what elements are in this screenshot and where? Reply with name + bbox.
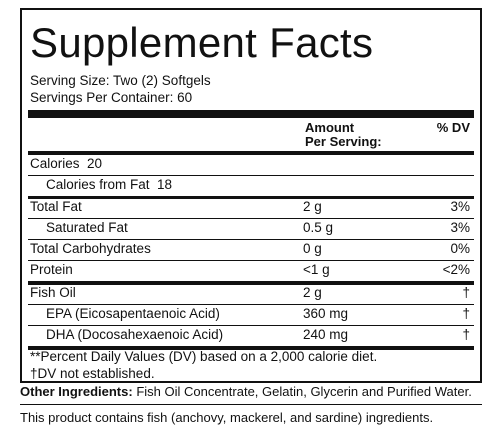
footnote-dv: **Percent Daily Values (DV) based on a 2… bbox=[30, 349, 378, 364]
divider bbox=[28, 281, 474, 285]
supplement-facts-panel: Supplement Facts Serving Size: Two (2) S… bbox=[20, 8, 482, 383]
other-ingredients: Other Ingredients: Fish Oil Concentrate,… bbox=[20, 384, 482, 399]
nutrient-row: Total Fat 2 g 3% bbox=[28, 198, 474, 219]
other-ingredients-text: Fish Oil Concentrate, Gelatin, Glycerin … bbox=[136, 384, 472, 399]
thick-divider bbox=[28, 110, 474, 118]
divider bbox=[28, 196, 474, 199]
nutrient-row: DHA (Docosahexaenoic Acid) 240 mg † bbox=[46, 327, 470, 342]
nutrient-row: Fish Oil 2 g † bbox=[28, 284, 474, 305]
serving-size: Serving Size: Two (2) Softgels bbox=[30, 73, 211, 88]
per-serving-header: Per Serving: bbox=[305, 134, 382, 149]
header-divider bbox=[28, 151, 474, 155]
servings-per-container: Servings Per Container: 60 bbox=[30, 90, 193, 105]
amount-header: Amount bbox=[305, 120, 355, 135]
calories-from-fat-row: Calories from Fat 18 bbox=[28, 176, 474, 196]
calories-label: Calories 20 bbox=[30, 156, 103, 171]
nutrient-row: Protein <1 g <2% bbox=[30, 262, 470, 277]
dv-header: % DV bbox=[436, 120, 470, 135]
allergen-statement: This product contains fish (anchovy, mac… bbox=[20, 410, 434, 425]
divider bbox=[28, 346, 474, 350]
nutrient-row: Total Carbohydrates 0 g 0% bbox=[28, 240, 474, 261]
panel-title: Supplement Facts bbox=[30, 19, 374, 66]
nutrient-row: Saturated Fat 0.5 g 3% bbox=[28, 219, 474, 240]
other-ingredients-label: Other Ingredients: bbox=[20, 384, 133, 399]
divider bbox=[20, 404, 482, 405]
footnote-not-established: †DV not established. bbox=[30, 366, 155, 381]
nutrient-row: EPA (Eicosapentaenoic Acid) 360 mg † bbox=[28, 305, 474, 326]
calories-from-fat-label: Calories from Fat 18 bbox=[46, 177, 173, 192]
calories-row: Calories 20 bbox=[28, 155, 474, 176]
